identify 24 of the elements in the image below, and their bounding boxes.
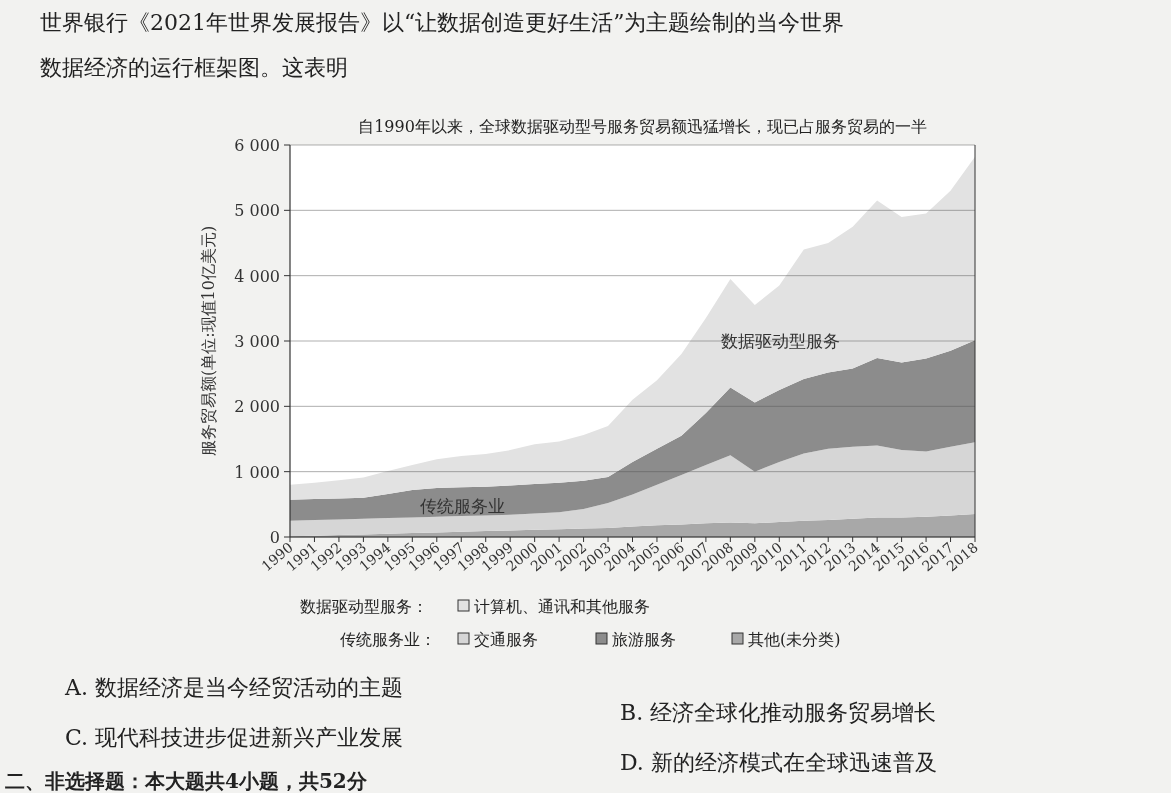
y-tick-label: 5 000 [234, 201, 280, 221]
annotation: 传统服务业 [419, 496, 505, 516]
legend-label: 旅游服务 [612, 630, 676, 649]
text: 数据驱动型服务： [300, 597, 428, 616]
text: C. 现代科技进步促进新兴产业发展 [65, 725, 404, 750]
text: 二、非选择题：本大题共4小题，共52分 [5, 769, 368, 793]
text: A. 数据经济是当今经贸活动的主题 [64, 675, 403, 700]
text: D. 新的经济模式在全球迅速普及 [620, 750, 937, 775]
y-tick-label: 3 000 [234, 332, 280, 351]
text: 世界银行《2021年世界发展报告》以“让数据创造更好生活”为主题绘制的当今世界 [40, 10, 845, 35]
y-tick-label: 0 [269, 528, 280, 547]
text: 数据经济的运行框架图。这表明 [40, 55, 348, 80]
y-tick-label: 4 000 [234, 266, 280, 286]
legend-label: 计算机、通讯和其他服务 [474, 597, 650, 616]
y-tick-label: 6 000 [234, 136, 280, 155]
text: 传统服务业： [340, 630, 436, 649]
legend-label: 交通服务 [474, 630, 538, 649]
text: B. 经济全球化推动服务贸易增长 [620, 700, 937, 725]
annotation: 数据驱动型服务 [720, 331, 840, 351]
chart-title: 自1990年以来，全球数据驱动型号服务贸易额迅猛增长，现已占服务贸易的一半 [358, 117, 927, 136]
y-tick-label: 2 000 [234, 397, 280, 417]
y-axis-title: 服务贸易额(单位:现值10亿美元) [199, 225, 218, 457]
legend-label: 其他(未分类) [748, 630, 841, 649]
y-tick-label: 1 000 [234, 462, 280, 482]
